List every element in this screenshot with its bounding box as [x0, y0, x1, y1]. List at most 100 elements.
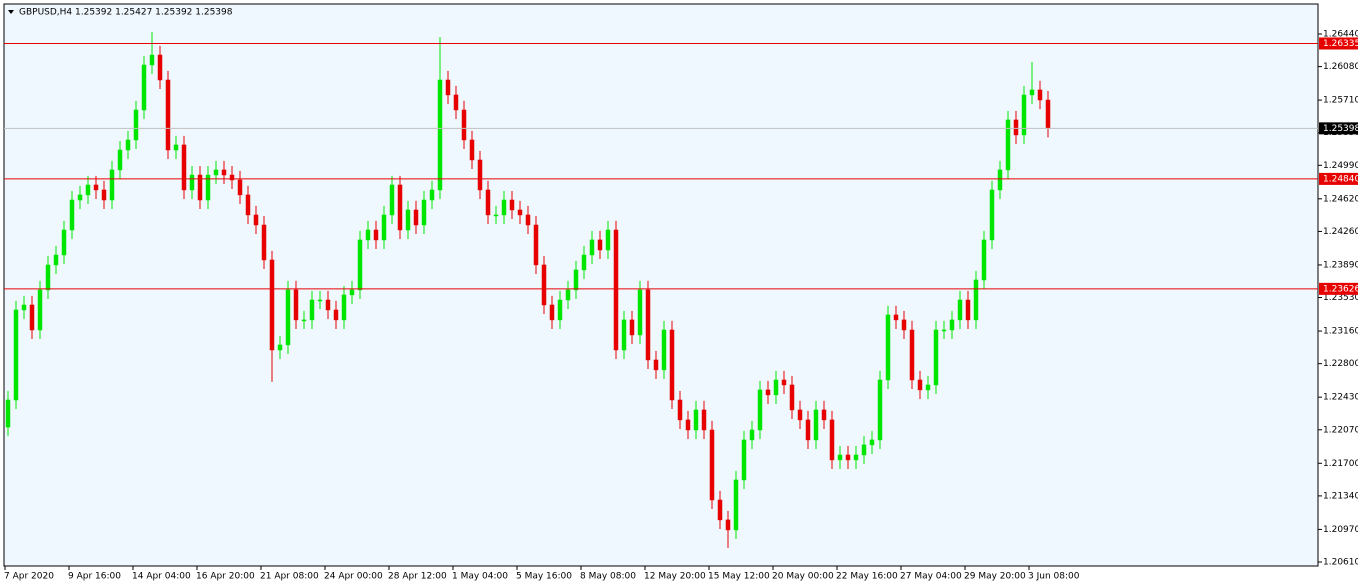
- candle-body: [333, 309, 339, 321]
- candle-body: [869, 439, 875, 446]
- candle-body: [749, 429, 755, 441]
- candle-body: [69, 199, 75, 231]
- x-tick-label: 3 Jun 08:00: [1028, 572, 1080, 582]
- candle-body: [565, 289, 571, 301]
- candle-body: [349, 289, 355, 296]
- candle-body: [757, 389, 763, 431]
- chart-title: GBPUSD,H4 1.25392 1.25427 1.25392 1.2539…: [19, 8, 233, 18]
- x-tick-label: 20 May 00:00: [772, 572, 834, 582]
- y-tick-label: 1.23890: [1323, 260, 1358, 270]
- candle-body: [477, 159, 483, 191]
- candle-body: [229, 174, 235, 181]
- candle-body: [773, 379, 779, 396]
- candle-body: [853, 454, 859, 461]
- x-tick-label: 9 Apr 16:00: [68, 572, 121, 582]
- candle-body: [85, 184, 91, 196]
- candle-body: [789, 384, 795, 411]
- candle-body: [821, 409, 827, 421]
- y-tick-label: 1.22070: [1323, 425, 1358, 435]
- candle-body: [213, 169, 219, 176]
- candle-body: [445, 79, 451, 96]
- candle-body: [357, 239, 363, 291]
- candle-body: [29, 304, 35, 331]
- candle-body: [237, 179, 243, 196]
- candle-body: [685, 419, 691, 431]
- candle-body: [637, 289, 643, 336]
- level-label-box: [1319, 37, 1358, 50]
- candle-body: [845, 454, 851, 461]
- candle-body: [501, 199, 507, 216]
- y-tick-label: 1.24990: [1323, 161, 1358, 171]
- candle-body: [533, 224, 539, 266]
- x-tick-label: 8 May 08:00: [580, 572, 636, 582]
- candle-body: [605, 229, 611, 251]
- y-tick-label: 1.24260: [1323, 227, 1358, 237]
- candle-body: [1005, 119, 1011, 171]
- candle-body: [917, 379, 923, 391]
- candle-body: [429, 189, 435, 201]
- candle-body: [21, 304, 27, 311]
- candle-body: [373, 229, 379, 241]
- candle-body: [341, 294, 347, 321]
- candle-body: [589, 239, 595, 256]
- candle-body: [253, 214, 259, 226]
- candle-body: [293, 289, 299, 321]
- candle-body: [925, 384, 931, 391]
- candle-body: [141, 64, 147, 111]
- candle-body: [317, 299, 323, 302]
- y-tick-label: 1.20970: [1323, 525, 1358, 535]
- x-tick-label: 15 May 12:00: [708, 572, 770, 582]
- x-tick-label: 22 May 16:00: [836, 572, 898, 582]
- candle-body: [629, 319, 635, 336]
- candle-body: [1021, 94, 1027, 136]
- candle-body: [1037, 89, 1043, 101]
- candle-body: [805, 419, 811, 441]
- y-tick-label: 1.21340: [1323, 491, 1358, 501]
- candle-body: [13, 309, 19, 401]
- candle-body: [245, 194, 251, 216]
- candle-body: [165, 79, 171, 151]
- candle-body: [741, 439, 747, 481]
- candle-body: [957, 299, 963, 321]
- y-tick-label: 1.24620: [1323, 194, 1358, 204]
- candle-body: [829, 419, 835, 461]
- bid-label-box: [1319, 122, 1358, 135]
- candle-body: [405, 209, 411, 231]
- candle-body: [965, 299, 971, 321]
- level-label-box: [1319, 282, 1358, 295]
- candle-body: [453, 94, 459, 111]
- candle-body: [173, 144, 179, 151]
- candle-body: [109, 169, 115, 201]
- candle-body: [861, 444, 867, 456]
- y-tick-label: 1.25710: [1323, 96, 1358, 106]
- candle-body: [613, 229, 619, 351]
- candle-body: [157, 54, 163, 81]
- candle-body: [53, 254, 59, 266]
- candle-body: [709, 429, 715, 501]
- candle-body: [717, 499, 723, 521]
- candle-body: [205, 174, 211, 201]
- x-tick-label: 5 May 16:00: [516, 572, 572, 582]
- candle-body: [797, 409, 803, 421]
- menu-arrow[interactable]: [8, 10, 14, 14]
- candle-body: [509, 199, 515, 211]
- candle-body: [877, 379, 883, 441]
- y-tick-label: 1.26440: [1323, 29, 1358, 39]
- candle-body: [549, 304, 555, 321]
- candle-body: [701, 409, 707, 431]
- candle-body: [541, 264, 547, 306]
- plot-area: [3, 3, 1319, 567]
- candle-body: [525, 214, 531, 226]
- x-tick-label: 1 May 04:00: [452, 572, 508, 582]
- candle-body: [981, 239, 987, 281]
- level-label-box: [1319, 172, 1358, 185]
- candle-body: [5, 399, 11, 428]
- level-label: 1.24840: [1323, 174, 1358, 184]
- y-tick-label: 1.26080: [1323, 62, 1358, 72]
- x-tick-label: 14 Apr 04:00: [132, 572, 191, 582]
- candle-body: [381, 214, 387, 241]
- candle-body: [365, 229, 371, 241]
- y-tick-label: 1.22800: [1323, 359, 1358, 369]
- candle-body: [813, 409, 819, 441]
